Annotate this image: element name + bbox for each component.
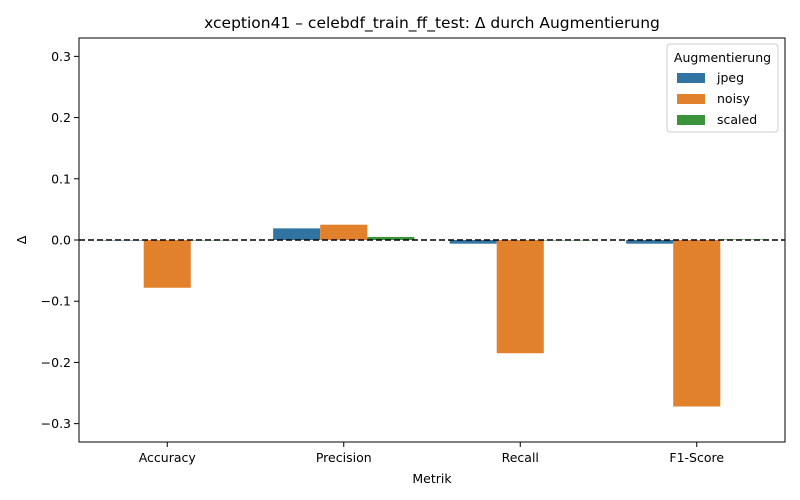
x-tick-label: Precision	[316, 450, 372, 465]
bar-jpeg-f1-score	[626, 240, 674, 244]
bar-scaled-precision	[367, 236, 415, 240]
axes-frame	[78, 37, 786, 443]
legend-swatch-jpeg	[677, 73, 705, 83]
x-axis-label: Metrik	[412, 471, 452, 486]
x-tick-label: F1-Score	[669, 450, 724, 465]
bar-jpeg-recall	[449, 240, 497, 244]
x-tick-label: Accuracy	[139, 450, 197, 465]
legend-title: Augmentierung	[674, 50, 771, 65]
y-tick-label: −0.3	[41, 416, 71, 431]
y-axis-label: Δ	[14, 235, 29, 244]
chart-title: xception41 – celebdf_train_ff_test: Δ du…	[204, 14, 660, 33]
bar-noisy-f1-score	[673, 240, 721, 407]
y-tick-label: −0.2	[41, 355, 71, 370]
bar-scaled-f1-score	[720, 239, 768, 240]
bar-jpeg-precision	[273, 228, 321, 240]
legend-label-scaled: scaled	[717, 112, 757, 127]
plot-area: −0.3 −0.2 −0.1 0.0 0.1 0.2 0.3 Accuracy Precisio…	[41, 37, 786, 465]
y-tick-label: 0.1	[51, 171, 71, 186]
y-tick-label: 0.3	[51, 49, 71, 64]
legend: Augmentierung jpeg noisy scaled	[666, 43, 779, 133]
legend-swatch-scaled	[677, 115, 705, 125]
legend-swatch-noisy	[677, 94, 705, 104]
legend-label-noisy: noisy	[717, 91, 751, 106]
bar-noisy-recall	[496, 240, 544, 354]
legend-label-jpeg: jpeg	[716, 70, 744, 85]
bar-noisy-accuracy	[143, 240, 191, 288]
y-tick-label: −0.1	[41, 294, 71, 309]
legend-box	[666, 43, 779, 133]
x-tick-label: Recall	[502, 450, 539, 465]
y-tick-label: 0.2	[51, 110, 71, 125]
y-tick-label: 0.0	[51, 233, 71, 248]
bar-noisy-precision	[320, 224, 368, 240]
